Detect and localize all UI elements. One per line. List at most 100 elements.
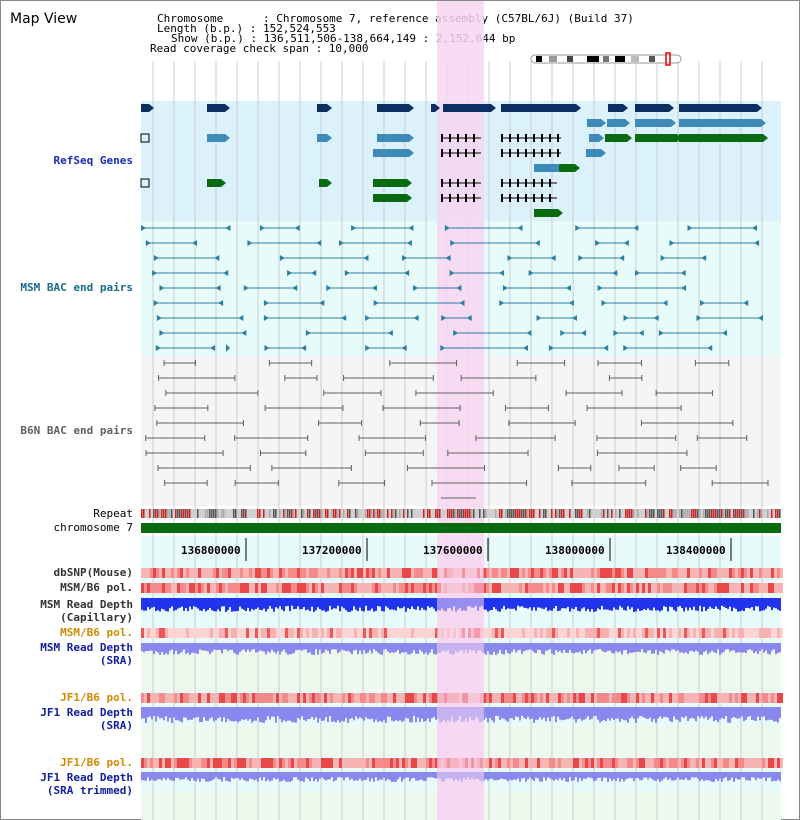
jf1-sra-depth-bar bbox=[215, 707, 217, 721]
repeat-element bbox=[375, 509, 377, 518]
jf1-b6-pol-strip bbox=[249, 693, 252, 703]
msm-capillary-depth-bar bbox=[633, 598, 635, 612]
msm-b6-pol-strip bbox=[429, 583, 432, 593]
jf1-b6-pol-strip bbox=[573, 693, 576, 703]
msm-sra-depth-bar bbox=[713, 643, 715, 653]
msm-sra-depth-bar bbox=[191, 643, 193, 653]
gene-arrow bbox=[221, 179, 226, 187]
dbsnp-strip bbox=[423, 568, 426, 578]
track-label-msm-b6-pol-2[interactable]: MSM/B6 pol. bbox=[60, 626, 133, 639]
track-label-chromosome[interactable]: chromosome 7 bbox=[53, 521, 133, 534]
msm-capillary-depth-bar bbox=[713, 598, 715, 609]
msm-b6-pol-strip bbox=[771, 583, 774, 593]
jf1-sra-depth-bar bbox=[663, 707, 665, 718]
track-label-b6n-bac[interactable]: B6N BAC end pairs bbox=[20, 424, 133, 437]
msm-capillary-depth-bar bbox=[185, 598, 187, 609]
dbsnp-strip bbox=[675, 568, 678, 578]
msm-capillary-depth-bar bbox=[233, 598, 235, 612]
dbsnp-strip bbox=[570, 568, 573, 578]
jf1-trim-depth-bar bbox=[429, 772, 431, 778]
jf1-sra-depth-bar bbox=[423, 707, 425, 722]
dbsnp-strip bbox=[255, 568, 258, 578]
track-label-jf1-depth[interactable]: JF1 Read Depth bbox=[40, 706, 133, 719]
jf1-trim-depth-bar bbox=[431, 772, 433, 778]
jf1-b6-pol-2-strip bbox=[399, 758, 402, 768]
bac-end-marker bbox=[259, 225, 265, 231]
msm-capillary-depth-bar bbox=[337, 598, 339, 606]
jf1-trim-depth-bar bbox=[397, 772, 399, 780]
jf1-trim-depth-bar bbox=[591, 772, 593, 779]
gene-feature bbox=[207, 104, 225, 112]
msm-capillary-depth-bar bbox=[393, 598, 395, 610]
msm-b6-pol-2-strip bbox=[525, 628, 528, 638]
msm-b6-pol-strip bbox=[657, 583, 660, 593]
msm-capillary-depth-bar bbox=[557, 598, 559, 611]
msm-sra-depth-bar bbox=[249, 643, 251, 652]
msm-sra-depth-bar bbox=[589, 643, 591, 650]
track-label-msm-depth-sra[interactable]: MSM Read Depth bbox=[40, 641, 133, 654]
track-label-jf1-b6-pol-2[interactable]: JF1/B6 pol. bbox=[60, 756, 133, 769]
track-label-msm-depth-cap-sub: (Capillary) bbox=[60, 611, 133, 624]
track-label-msm-b6-pol[interactable]: MSM/B6 pol. bbox=[60, 581, 133, 594]
dbsnp-strip bbox=[339, 568, 342, 578]
jf1-trim-depth-bar bbox=[557, 772, 559, 781]
jf1-trim-depth-bar bbox=[403, 772, 405, 779]
jf1-trim-depth-bar bbox=[601, 772, 603, 782]
msm-sra-depth-bar bbox=[359, 643, 361, 651]
dbsnp-strip bbox=[660, 568, 663, 578]
jf1-b6-pol-strip bbox=[291, 693, 294, 703]
dbsnp-strip bbox=[153, 568, 156, 578]
dbsnp-strip bbox=[219, 568, 222, 578]
bac-end-marker bbox=[522, 345, 528, 351]
jf1-sra-depth-bar bbox=[657, 707, 659, 719]
jf1-b6-pol-strip bbox=[504, 693, 507, 703]
repeat-element bbox=[683, 509, 685, 518]
track-label-msm-bac[interactable]: MSM BAC end pairs bbox=[20, 281, 133, 294]
track-label-repeat[interactable]: Repeat bbox=[93, 507, 133, 520]
jf1-trim-depth-bar bbox=[249, 772, 251, 779]
jf1-b6-pol-strip bbox=[303, 693, 306, 703]
msm-capillary-depth-bar bbox=[747, 598, 749, 608]
jf1-b6-pol-2-strip bbox=[522, 758, 525, 768]
jf1-sra-depth-bar bbox=[621, 707, 623, 719]
jf1-trim-depth-bar bbox=[423, 772, 425, 782]
repeat-element bbox=[149, 509, 151, 518]
dbsnp-strip bbox=[690, 568, 693, 578]
repeat-element bbox=[143, 509, 145, 518]
jf1-trim-depth-bar bbox=[213, 772, 215, 780]
jf1-sra-depth-bar bbox=[583, 707, 585, 720]
gene-arrow bbox=[625, 119, 630, 127]
msm-b6-pol-strip bbox=[228, 583, 231, 593]
track-label-jf1-depth-trim[interactable]: JF1 Read Depth bbox=[40, 771, 133, 784]
dbsnp-strip bbox=[510, 568, 513, 578]
msm-b6-pol-2-strip bbox=[381, 628, 384, 638]
msm-sra-depth-bar bbox=[349, 643, 351, 653]
jf1-trim-depth-bar bbox=[661, 772, 663, 781]
msm-b6-pol-strip bbox=[552, 583, 555, 593]
msm-sra-depth-bar bbox=[201, 643, 203, 651]
jf1-b6-pol-strip bbox=[747, 693, 750, 703]
jf1-b6-pol-strip bbox=[357, 693, 360, 703]
repeat-element bbox=[395, 509, 397, 518]
jf1-b6-pol-2-strip bbox=[408, 758, 411, 768]
repeat-element bbox=[291, 509, 293, 518]
track-label-dbsnp[interactable]: dbSNP(Mouse) bbox=[53, 566, 133, 579]
msm-b6-pol-strip bbox=[168, 583, 171, 593]
jf1-b6-pol-2-strip bbox=[249, 758, 252, 768]
msm-capillary-depth-bar bbox=[583, 598, 585, 608]
jf1-trim-depth-bar bbox=[337, 772, 339, 778]
msm-b6-pol-2-strip bbox=[213, 628, 216, 638]
track-label-msm-depth-cap[interactable]: MSM Read Depth bbox=[40, 598, 133, 611]
bac-end-marker bbox=[578, 255, 584, 261]
msm-sra-depth-bar bbox=[251, 643, 253, 650]
bac-end-marker bbox=[595, 240, 601, 246]
repeat-element bbox=[377, 509, 379, 518]
msm-capillary-depth-bar bbox=[639, 598, 641, 611]
msm-sra-depth-bar bbox=[749, 643, 751, 650]
track-label-jf1-b6-pol[interactable]: JF1/B6 pol. bbox=[60, 691, 133, 704]
track-label-refseq[interactable]: RefSeq Genes bbox=[53, 154, 133, 167]
msm-b6-pol-2-strip bbox=[156, 628, 159, 638]
jf1-sra-depth-bar bbox=[145, 707, 147, 723]
repeat-element bbox=[533, 509, 535, 518]
